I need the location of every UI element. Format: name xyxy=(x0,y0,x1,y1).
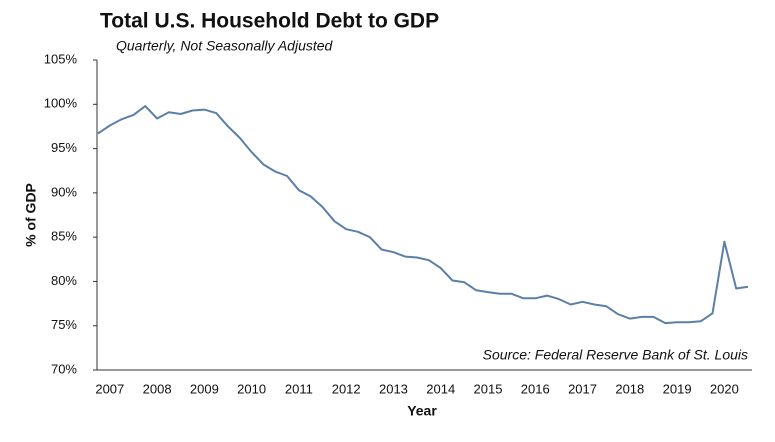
x-tick-label: 2008 xyxy=(143,381,172,396)
x-tick-label: 2012 xyxy=(332,381,361,396)
x-tick-label: 2011 xyxy=(285,381,313,396)
x-tick-label: 2020 xyxy=(710,381,739,396)
x-tick-label: 2016 xyxy=(521,381,550,396)
x-tick-label: 2009 xyxy=(190,381,219,396)
chart-title: Total U.S. Household Debt to GDP xyxy=(100,10,439,33)
y-tick-label: 105% xyxy=(44,51,78,66)
x-tick-label: 2018 xyxy=(615,381,644,396)
x-tick-label: 2017 xyxy=(568,381,597,396)
y-tick-label: 95% xyxy=(51,140,77,155)
x-tick-label: 2013 xyxy=(379,381,408,396)
x-tick-label: 2010 xyxy=(237,381,266,396)
x-tick-label: 2015 xyxy=(474,381,503,396)
chart-subtitle: Quarterly, Not Seasonally Adjusted xyxy=(116,38,334,54)
y-tick-label: 85% xyxy=(51,229,77,244)
y-tick-label: 70% xyxy=(51,361,77,376)
x-axis-title: Year xyxy=(407,403,437,419)
x-tick-label: 2007 xyxy=(95,381,124,396)
y-tick-label: 75% xyxy=(51,317,77,332)
data-line xyxy=(97,105,749,325)
y-tick-label: 80% xyxy=(51,273,77,288)
source-note: Source: Federal Reserve Bank of St. Loui… xyxy=(483,347,748,363)
y-tick-label: 100% xyxy=(44,96,78,111)
y-axis-title: % of GDP xyxy=(23,183,39,247)
y-tick-label: 90% xyxy=(51,184,77,199)
x-tick-label: 2014 xyxy=(426,381,455,396)
x-tick-label: 2019 xyxy=(663,381,692,396)
